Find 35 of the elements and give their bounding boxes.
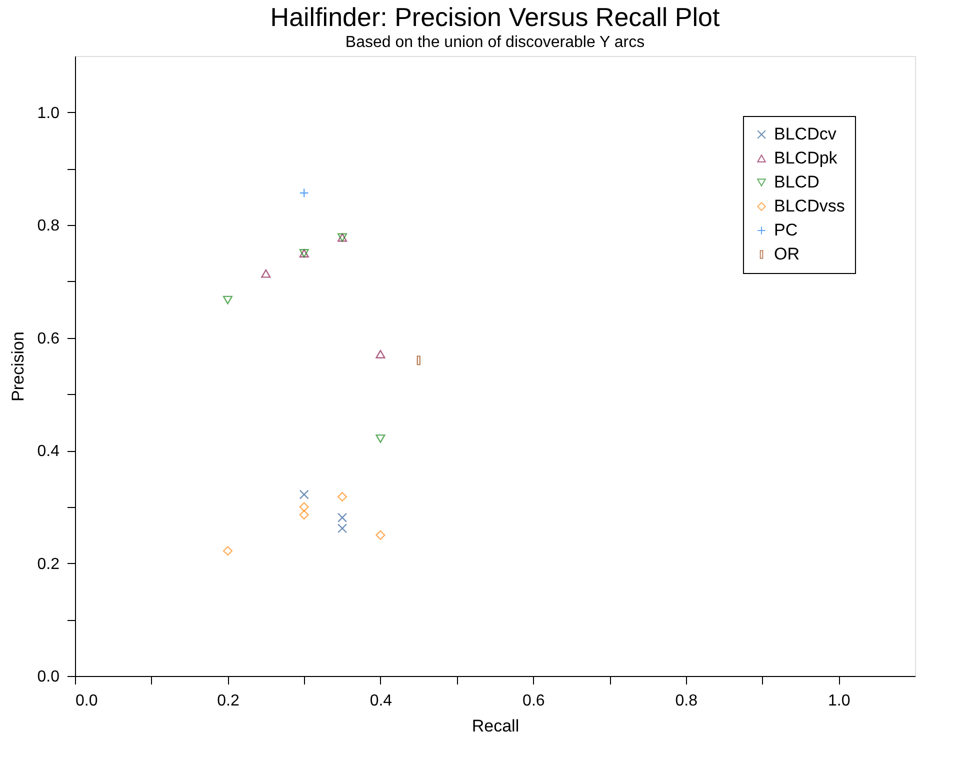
point	[337, 512, 348, 522]
point	[337, 492, 348, 502]
point	[376, 530, 386, 540]
legend-label: BLCDcv	[774, 124, 837, 144]
point	[222, 546, 233, 556]
x-tick-label: 0.6	[522, 692, 545, 710]
y-tick-label: 1.0	[37, 104, 60, 122]
point	[299, 502, 309, 512]
point	[376, 434, 386, 443]
legend-label: BLCD	[774, 172, 820, 192]
chart-title: Hailfinder: Precision Versus Recall Plot	[270, 2, 720, 32]
x-axis-title: Recall	[472, 716, 520, 736]
x-tick-label: 0.0	[76, 692, 98, 710]
x-tick-label: 0.2	[217, 692, 240, 710]
y-tick-label: 0.8	[37, 218, 60, 235]
x-tick-label: 1.0	[828, 692, 850, 710]
y-tick-label: 0.0	[37, 668, 60, 686]
y-tick-label: 0.6	[37, 330, 60, 348]
x-tick-label: 0.4	[370, 692, 392, 710]
chart-subtitle: Based on the union of discoverable Y arcs	[345, 34, 645, 51]
point	[376, 350, 386, 358]
point	[299, 188, 309, 198]
legend-label: PC	[774, 220, 798, 240]
point	[337, 524, 348, 534]
y-axis-title: Precision	[8, 332, 28, 402]
y-tick-label: 0.4	[37, 443, 60, 460]
point	[261, 269, 271, 278]
legend-label: OR	[774, 244, 800, 264]
x-tick-label: 0.8	[675, 692, 698, 710]
y-tick-label: 0.2	[37, 556, 60, 573]
legend-label: BLCDvss	[774, 196, 845, 216]
point	[299, 490, 309, 500]
legend-label: BLCDpk	[774, 148, 838, 168]
point	[299, 510, 309, 520]
point	[222, 296, 233, 304]
